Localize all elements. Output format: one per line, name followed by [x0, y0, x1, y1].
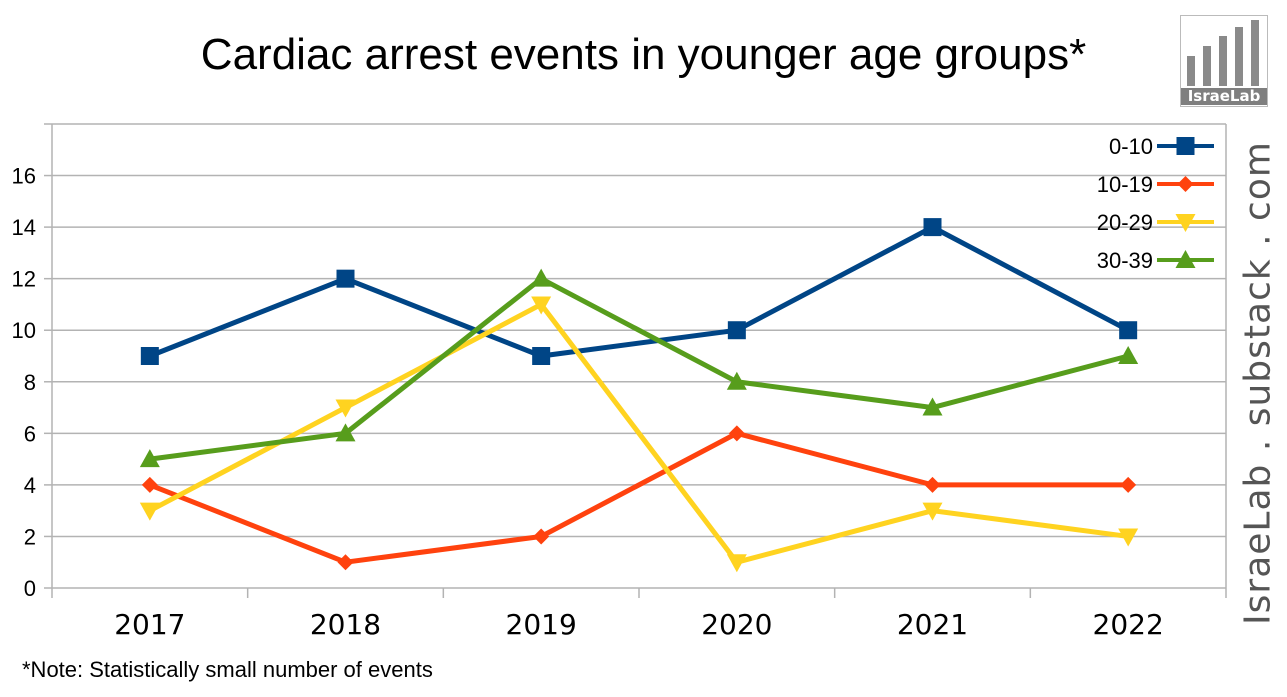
- axes: 0 2 4 6 8 10 12 14 16 2017 2018 2019 2020 2021 2022: [12, 123, 1227, 641]
- data-point: [532, 347, 551, 365]
- data-point: [727, 321, 746, 340]
- data-point: [1118, 528, 1139, 547]
- series-line: [148, 430, 1129, 565]
- data-point: [1119, 321, 1138, 340]
- y-tick-label: 6: [24, 421, 36, 446]
- chart-title: Cardiac arrest events in younger age gro…: [200, 30, 1087, 79]
- series-10-19: [141, 425, 1137, 571]
- x-tick-label: 2020: [701, 608, 772, 641]
- y-tick-label: 4: [24, 473, 36, 498]
- x-tick-label: 2022: [1093, 608, 1164, 641]
- data-point: [141, 476, 158, 493]
- x-tick-label: 2019: [506, 608, 577, 641]
- data-point: [335, 399, 356, 418]
- logo-bar: [1187, 56, 1195, 86]
- logo-text: IsraeLab: [1181, 88, 1267, 105]
- data-point: [139, 502, 160, 521]
- series-20-29: [139, 296, 1139, 573]
- israelab-logo: IsraeLab: [1180, 15, 1268, 107]
- data-point: [139, 449, 160, 468]
- y-tick-label: 8: [24, 370, 36, 395]
- legend: 0-10 10-19 20-29 30-39: [1097, 134, 1214, 273]
- series-0-10: [140, 218, 1138, 365]
- watermark-text: IsraeLab . substack . com: [1237, 141, 1279, 625]
- data-point: [923, 218, 942, 237]
- data-point: [337, 554, 354, 571]
- data-point: [531, 268, 552, 287]
- data-point: [140, 347, 159, 365]
- legend-label: 20-29: [1097, 210, 1153, 235]
- y-tick-label: 0: [24, 576, 36, 601]
- logo-bar: [1235, 27, 1243, 86]
- footnote: *Note: Statistically small number of eve…: [22, 657, 433, 682]
- data-point: [728, 425, 745, 442]
- logo-bar: [1219, 36, 1227, 86]
- legend-label: 0-10: [1109, 134, 1153, 159]
- data-point: [335, 423, 356, 442]
- x-tick-label: 2018: [310, 608, 381, 641]
- data-point: [1120, 476, 1137, 493]
- legend-marker: [1177, 176, 1194, 192]
- data-point: [922, 397, 943, 416]
- data-point: [336, 269, 355, 288]
- logo-bar: [1251, 20, 1259, 86]
- y-tick-label: 14: [12, 215, 36, 240]
- data-point: [726, 554, 747, 573]
- x-tick-label: 2021: [897, 608, 968, 641]
- series-line: [148, 224, 1130, 359]
- legend-marker: [1175, 250, 1196, 268]
- y-tick-label: 12: [12, 267, 36, 292]
- series-30-39: [139, 268, 1139, 468]
- legend-label: 30-39: [1097, 248, 1153, 273]
- x-tick-label: 2017: [114, 608, 185, 641]
- data-point: [922, 502, 943, 521]
- data-point: [1118, 346, 1139, 364]
- data-point: [533, 528, 550, 545]
- y-tick-label: 2: [24, 524, 36, 549]
- legend-label: 10-19: [1097, 172, 1153, 197]
- legend-marker: [1176, 137, 1195, 155]
- data-point: [531, 296, 552, 315]
- y-tick-label: 16: [12, 164, 36, 189]
- series-lines: [139, 218, 1139, 573]
- logo-bar: [1203, 46, 1211, 86]
- legend-marker: [1175, 214, 1196, 232]
- data-point: [924, 476, 941, 493]
- series-line: [149, 275, 1129, 462]
- series-line: [148, 301, 1129, 566]
- y-tick-label: 10: [12, 318, 36, 343]
- data-point: [726, 371, 747, 390]
